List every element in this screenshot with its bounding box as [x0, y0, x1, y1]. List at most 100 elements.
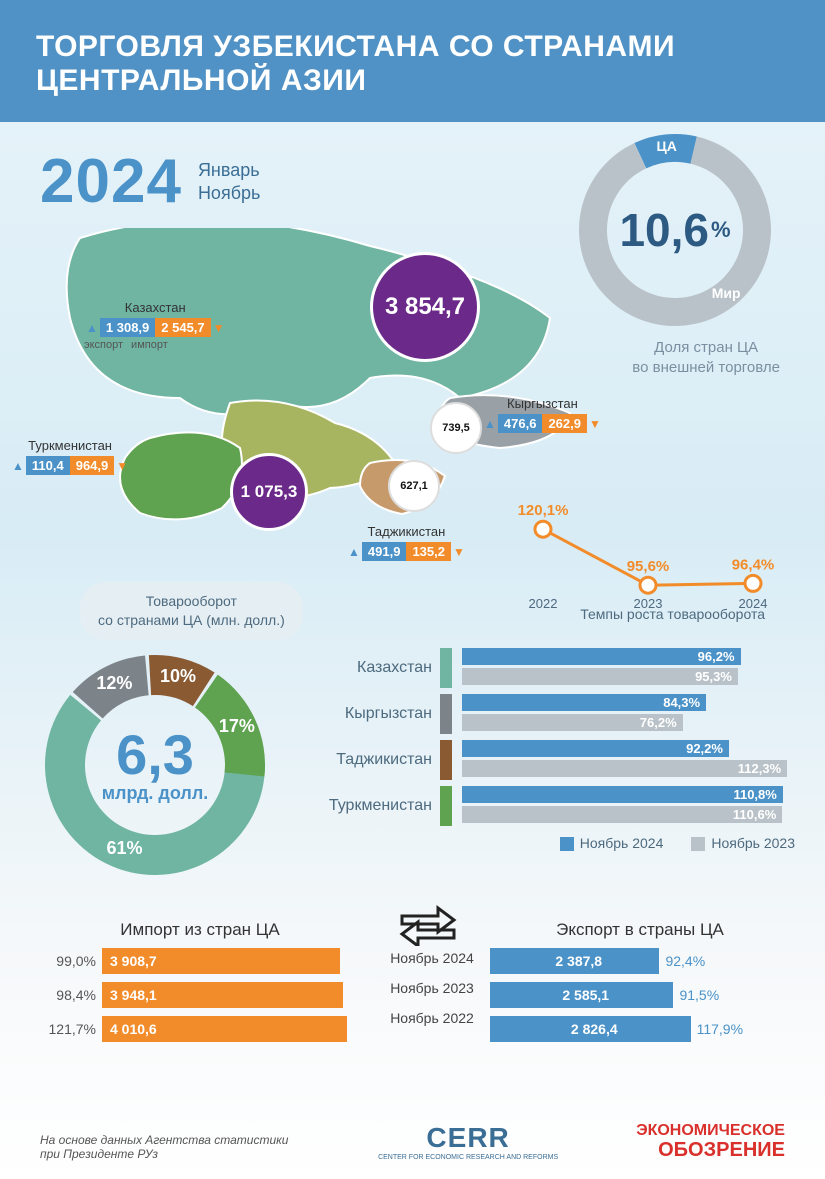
period-end: Ноябрь — [198, 182, 260, 205]
country-export: 491,9 — [362, 542, 407, 561]
svg-text:120,1%: 120,1% — [518, 502, 569, 519]
country-export: 110,4 — [26, 456, 70, 475]
period-label: Ноябрь 2023 — [372, 980, 492, 996]
import-pct: 99,0% — [40, 953, 96, 969]
country-name: Кыргызстан — [482, 396, 603, 411]
source-note: На основе данных Агентства статистики пр… — [40, 1133, 300, 1161]
arrow-down-icon: ▼ — [587, 417, 603, 431]
total-unit: млрд. долл. — [102, 783, 209, 804]
title-line2: ЦЕНТРАЛЬНОЙ АЗИИ — [36, 64, 789, 98]
country-import: 2 545,7 — [155, 318, 210, 337]
cerr-sub: CENTER FOR ECONOMIC RESEARCH AND REFORMS — [378, 1154, 558, 1161]
export-col: Экспорт в страны ЦА 2 387,892,4%2 585,19… — [490, 920, 790, 1050]
year: 2024 — [40, 146, 182, 217]
cerr-text: CERR — [426, 1122, 509, 1153]
country-export: 476,6 — [498, 414, 543, 433]
growth-country: Кыргызстан — [310, 705, 440, 723]
total-donut: 6,3 млрд. долл. 61%12%10%17% — [40, 650, 270, 880]
share-ca-label: ЦА — [657, 138, 677, 154]
import-label: импорт — [131, 339, 168, 351]
arrow-down-icon: ▼ — [211, 321, 227, 335]
eco-l1: ЭКОНОМИЧЕСКОЕ — [636, 1123, 785, 1140]
import-bar: 3 948,1 — [102, 982, 343, 1008]
period: Январь Ноябрь — [198, 159, 260, 204]
bar-2023: 110,6% — [462, 806, 782, 823]
export-row: 2 826,4 117,9% — [490, 1016, 790, 1042]
cerr-logo: CERR CENTER FOR ECONOMIC RESEARCH AND RE… — [378, 1122, 558, 1161]
country-name: Казахстан — [84, 300, 227, 315]
country-bars: ▲476,6262,9▼ — [482, 414, 603, 433]
import-pct: 98,4% — [40, 987, 96, 1003]
period-labels: Ноябрь 2024Ноябрь 2023Ноябрь 2022 — [372, 950, 492, 1040]
eco-l2: ОБОЗРЕНИЕ — [636, 1140, 785, 1161]
share-caption: Доля стран ЦА во внешней торговле — [632, 338, 780, 379]
legend-2023: Ноябрь 2023 — [711, 835, 795, 851]
turnover-bubble: 3 854,7 — [370, 252, 480, 362]
growth-bar-row: Кыргызстан 84,3% 76,2% — [310, 691, 795, 737]
bar-2023: 76,2% — [462, 714, 683, 731]
turnover-bubble: 1 075,3 — [230, 453, 308, 531]
export-bar: 2 387,8 — [490, 948, 659, 974]
header: ТОРГОВЛЯ УЗБЕКИСТАНА СО СТРАНАМИ ЦЕНТРАЛ… — [0, 0, 825, 122]
legend-2024: Ноябрь 2024 — [580, 835, 664, 851]
title-line1: ТОРГОВЛЯ УЗБЕКИСТАНА СО СТРАНАМИ — [36, 30, 789, 64]
arrow-down-icon: ▼ — [114, 459, 130, 473]
growth-bar-row: Таджикистан 92,2%112,3% — [310, 737, 795, 783]
footer: На основе данных Агентства статистики пр… — [40, 1122, 785, 1161]
year-block: 2024 Январь Ноябрь — [40, 146, 260, 217]
growth-country: Казахстан — [310, 659, 440, 677]
growth-legend: Ноябрь 2024 Ноябрь 2023 — [310, 835, 795, 851]
svg-text:95,6%: 95,6% — [627, 558, 670, 575]
arrow-up-icon: ▲ — [346, 545, 362, 559]
arrow-up-icon: ▲ — [10, 459, 26, 473]
growth-bar-row: Казахстан96,2%95,3% — [310, 645, 795, 691]
country-name: Туркменистан — [10, 438, 130, 453]
growth-country: Таджикистан — [310, 751, 440, 769]
growth-bar-row: Туркменистан 110,8% 110,6% — [310, 783, 795, 829]
turnover-caption-l2: со странами ЦА (млн. долл.) — [98, 611, 285, 630]
swap-icon — [398, 902, 458, 951]
country-swatch — [440, 740, 452, 780]
import-row: 98,4% 3 948,1 — [40, 982, 360, 1008]
bar-2023: 112,3% — [462, 760, 787, 777]
country-bars: ▲491,9135,2▼ — [346, 542, 467, 561]
import-col: Импорт из стран ЦА 99,0%3 908,798,4%3 94… — [40, 920, 360, 1050]
svg-text:96,4%: 96,4% — [732, 556, 775, 573]
export-row: 2 387,8 92,4% — [490, 948, 790, 974]
share-pct: % — [711, 217, 731, 243]
country-box: Туркменистан ▲110,4964,9▼ — [10, 438, 130, 475]
export-pct: 117,9% — [697, 1021, 753, 1037]
turnover-caption: Товарооборот со странами ЦА (млн. долл.) — [80, 582, 303, 640]
growth-country: Туркменистан — [310, 797, 440, 815]
exp-imp-labels: экспортимпорт — [84, 339, 227, 351]
import-bar: 4 010,6 — [102, 1016, 347, 1042]
country-bars: ▲1 308,92 545,7▼ — [84, 318, 227, 337]
country-box: Кыргызстан ▲476,6262,9▼ — [482, 396, 603, 433]
svg-text:2022: 2022 — [529, 596, 558, 610]
import-row: 121,7% 4 010,6 — [40, 1016, 360, 1042]
donut-seg-label: 12% — [96, 673, 132, 694]
country-box: Таджикистан ▲491,9135,2▼ — [346, 524, 467, 561]
donut-seg-label: 17% — [219, 716, 255, 737]
country-bars: ▲110,4964,9▼ — [10, 456, 130, 475]
country-swatch — [440, 786, 452, 826]
country-name: Таджикистан — [346, 524, 467, 539]
country-swatch — [440, 694, 452, 734]
total-value: 6,3 — [116, 727, 194, 783]
export-bar: 2 826,4 — [490, 1016, 691, 1042]
export-row: 2 585,191,5% — [490, 982, 790, 1008]
donut-seg-label: 61% — [107, 838, 143, 859]
arrow-down-icon: ▼ — [451, 545, 467, 559]
share-caption-l1: Доля стран ЦА — [632, 338, 780, 358]
bar-2023: 95,3% — [462, 668, 738, 685]
bar-2024: 110,8% — [462, 786, 783, 803]
growth-line-title: Темпы роста товарооборота — [580, 606, 765, 622]
bar-2024: 84,3% — [462, 694, 706, 711]
import-title: Импорт из стран ЦА — [40, 920, 360, 940]
country-import: 262,9 — [542, 414, 587, 433]
growth-bar-pair: 92,2%112,3% — [462, 740, 795, 780]
arrow-up-icon: ▲ — [482, 417, 498, 431]
import-pct: 121,7% — [40, 1021, 96, 1037]
export-pct: 92,4% — [665, 953, 721, 969]
share-caption-l2: во внешней торговле — [632, 358, 780, 378]
